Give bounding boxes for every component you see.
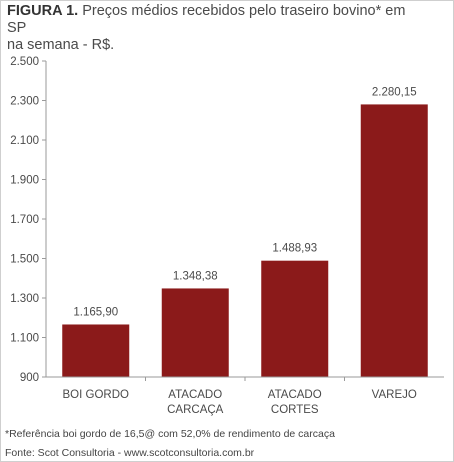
bar-value-label: 1.348,38 xyxy=(173,270,218,282)
x-category-label: CORTES xyxy=(271,404,319,416)
x-axis: BOI GORDO ATACADO CARCAÇA ATACADO CORTES VARE… xyxy=(46,376,444,416)
bar xyxy=(261,260,329,377)
title-line-2: na semana - R$. xyxy=(7,37,115,53)
y-tick-label: 2.300 xyxy=(10,96,39,108)
y-tick-label: 1.500 xyxy=(10,254,39,266)
bar xyxy=(62,324,130,377)
y-tick-label: 1.100 xyxy=(10,333,39,345)
y-tick-label: 1.300 xyxy=(10,293,39,305)
bar-value-label: 2.280,15 xyxy=(372,86,417,98)
chart-title: FIGURA 1. Preços médios recebidos pelo t… xyxy=(7,3,407,54)
footnote: *Referência boi gordo de 16,5@ com 52,0%… xyxy=(5,428,335,440)
bar xyxy=(161,288,229,377)
title-line-1: Preços médios recebidos pelo traseiro bo… xyxy=(7,3,406,36)
x-category-label: VAREJO xyxy=(372,389,417,401)
bar-value-label: 1.165,90 xyxy=(73,306,118,318)
y-tick-label: 1.700 xyxy=(10,214,39,226)
x-category-label: BOI GORDO xyxy=(63,389,130,401)
y-tick-label: 900 xyxy=(20,372,39,384)
y-axis: 900 1.100 1.300 1.500 1.700 1.900 2.100 2.300 2.… xyxy=(10,56,47,384)
bar xyxy=(360,104,428,377)
y-tick-label: 2.100 xyxy=(10,135,39,147)
y-tick-label: 2.500 xyxy=(10,56,39,68)
x-category-label: ATACADO xyxy=(268,389,322,401)
x-category-label: CARCAÇA xyxy=(167,404,224,416)
y-tick-label: 1.900 xyxy=(10,175,39,187)
bar-value-label: 1.488,93 xyxy=(272,243,317,255)
source-note: Fonte: Scot Consultoria - www.scotconsul… xyxy=(5,447,255,459)
x-category-label: ATACADO xyxy=(168,389,222,401)
figure-label: FIGURA 1. xyxy=(7,3,79,19)
bars: 1.165,90 1.348,38 1.488,93 2.280,15 xyxy=(62,86,428,377)
